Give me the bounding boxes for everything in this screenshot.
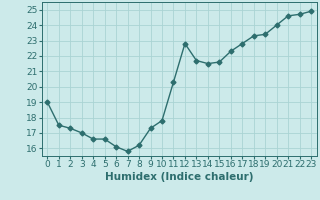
X-axis label: Humidex (Indice chaleur): Humidex (Indice chaleur) [105,172,253,182]
